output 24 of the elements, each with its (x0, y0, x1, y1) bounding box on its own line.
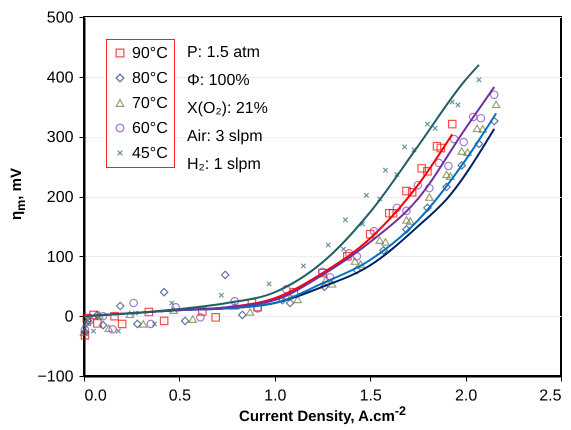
legend-label: 45°C (132, 145, 168, 162)
x-tick-label: 0.0 (84, 388, 107, 404)
x-tick-label: 0.5 (168, 388, 192, 404)
x-axis-title: Current Density, A.cm$^{-2}$ (238, 404, 407, 425)
y-tick-label: 0 (64, 308, 74, 326)
y-tick-label: 200 (46, 189, 74, 206)
annotation: H₂: 1 slpm (187, 156, 261, 173)
x-tick-label: 2.5 (539, 388, 562, 404)
y-tick-label: 400 (46, 69, 74, 86)
x-tick-label: 2.0 (454, 388, 478, 404)
legend-label: 70°C (132, 95, 168, 112)
y-tick-label: 500 (46, 10, 74, 26)
annotation: X(O₂): 21% (187, 100, 268, 117)
y-tick-label: −100 (37, 368, 74, 386)
annotation: Air: 3 slpm (187, 128, 263, 145)
y-tick-label: 300 (46, 129, 74, 146)
x-tick-label: 1.0 (264, 388, 287, 404)
legend-label: 80°C (132, 70, 168, 87)
x-tick-label: 1.5 (360, 388, 382, 404)
y-tick-label: 100 (46, 248, 74, 266)
legend-label: 90°C (132, 45, 168, 62)
annotation: P: 1.5 atm (187, 44, 260, 61)
legend-label: 60°C (132, 120, 168, 137)
annotation: Φ: 100% (187, 72, 250, 89)
